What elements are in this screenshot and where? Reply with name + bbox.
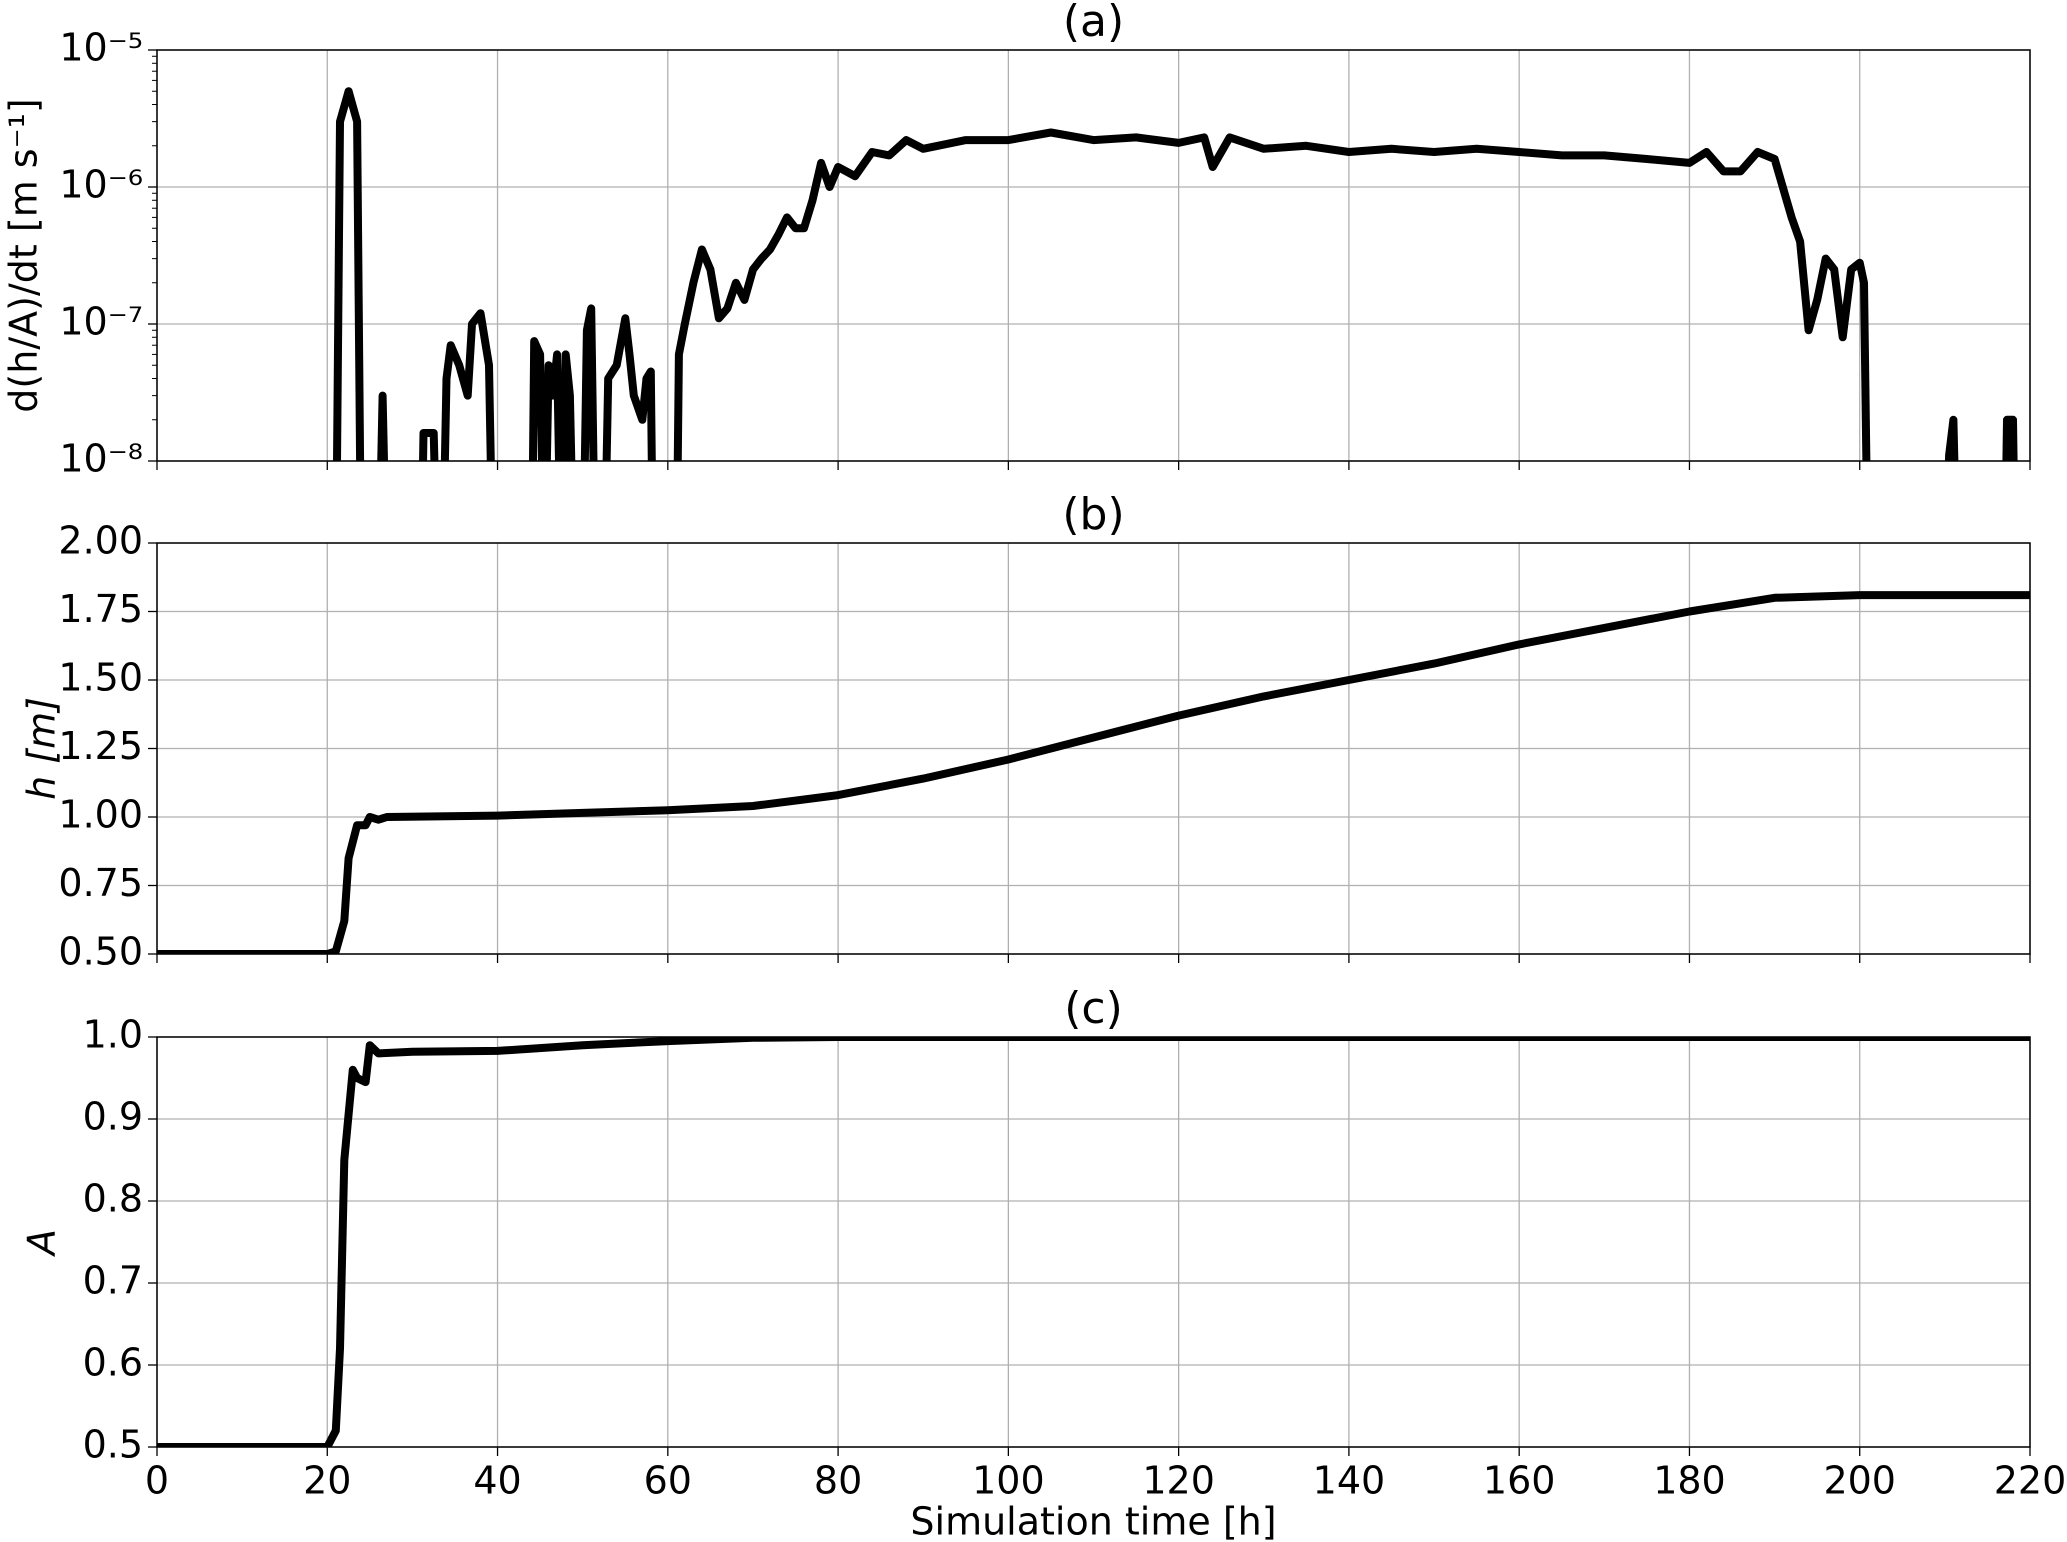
x-tick-label: 40: [473, 1459, 521, 1503]
y-tick-label: 0.75: [58, 861, 143, 905]
x-tick-label: 180: [1653, 1459, 1726, 1503]
x-tick-label: 60: [644, 1459, 692, 1503]
chart-title: (b): [1062, 489, 1124, 540]
y-tick-label: 1.75: [58, 587, 143, 631]
plot-frame: [156, 542, 2031, 955]
x-tick-label: 20: [303, 1459, 351, 1503]
y-tick-label: 10⁻⁸: [59, 437, 143, 481]
x-tick-label: 220: [1994, 1459, 2067, 1503]
x-tick-label: 0: [145, 1459, 169, 1503]
y-tick-label: 1.50: [58, 656, 143, 700]
y-tick-label: 10⁻⁷: [59, 300, 143, 344]
y-tick-label: 0.7: [83, 1259, 143, 1303]
chart-title: (a): [1063, 0, 1124, 47]
x-tick-label: 160: [1483, 1459, 1556, 1503]
plot-frame: [156, 49, 2031, 462]
y-tick-label: 0.9: [83, 1095, 143, 1139]
x-axis-label: Simulation time [h]: [910, 1500, 1276, 1542]
x-tick-label: 100: [972, 1459, 1045, 1503]
data-line: [157, 591, 2030, 954]
y-tick-label: 2.00: [58, 519, 143, 563]
y-tick-label: 10⁻⁵: [59, 26, 143, 70]
y-axis-label: h [m]: [20, 697, 64, 800]
x-tick-label: 200: [1823, 1459, 1896, 1503]
data-line: [157, 1037, 2030, 1447]
data-line: [333, 87, 2018, 461]
chart-title: (c): [1064, 983, 1123, 1034]
y-tick-label: 0.8: [83, 1177, 143, 1221]
y-tick-label: 1.25: [58, 724, 143, 768]
x-tick-label: 80: [814, 1459, 862, 1503]
y-axis-label: d(h/A)/dt [m s⁻¹]: [2, 98, 46, 412]
x-tick-label: 120: [1142, 1459, 1215, 1503]
y-tick-label: 1.00: [58, 793, 143, 837]
y-tick-label: 10⁻⁶: [59, 163, 143, 207]
plot-frame: [156, 1036, 2031, 1448]
y-tick-label: 1.0: [83, 1013, 143, 1057]
y-tick-label: 0.6: [83, 1341, 143, 1385]
y-axis-label: A: [20, 1229, 64, 1258]
y-tick-label: 0.5: [83, 1423, 143, 1467]
x-tick-label: 140: [1313, 1459, 1386, 1503]
y-tick-label: 0.50: [58, 930, 143, 974]
